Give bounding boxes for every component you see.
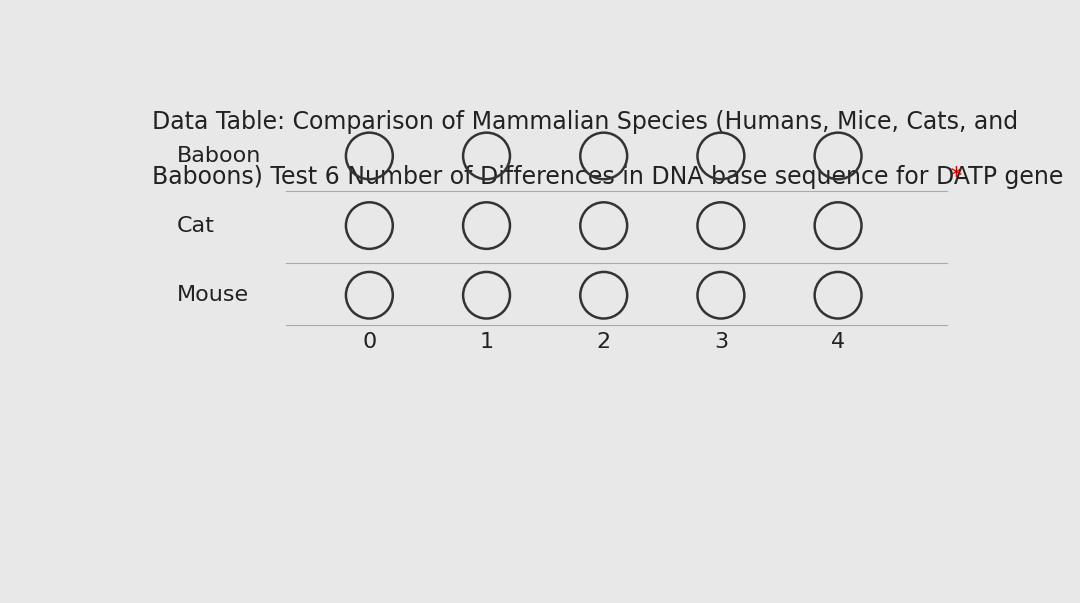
Text: 1: 1 <box>480 332 494 352</box>
Text: Data Table: Comparison of Mammalian Species (Humans, Mice, Cats, and: Data Table: Comparison of Mammalian Spec… <box>151 110 1017 133</box>
Text: 2: 2 <box>596 332 611 352</box>
Text: 3: 3 <box>714 332 728 352</box>
Text: Cat: Cat <box>177 216 215 236</box>
Text: Baboon: Baboon <box>177 146 261 166</box>
Text: 0: 0 <box>362 332 377 352</box>
Text: 4: 4 <box>831 332 846 352</box>
Text: Baboons) Test 6 Number of Differences in DNA base sequence for DATP gene: Baboons) Test 6 Number of Differences in… <box>151 165 1063 189</box>
Text: Mouse: Mouse <box>177 285 249 305</box>
Text: *: * <box>943 165 962 189</box>
